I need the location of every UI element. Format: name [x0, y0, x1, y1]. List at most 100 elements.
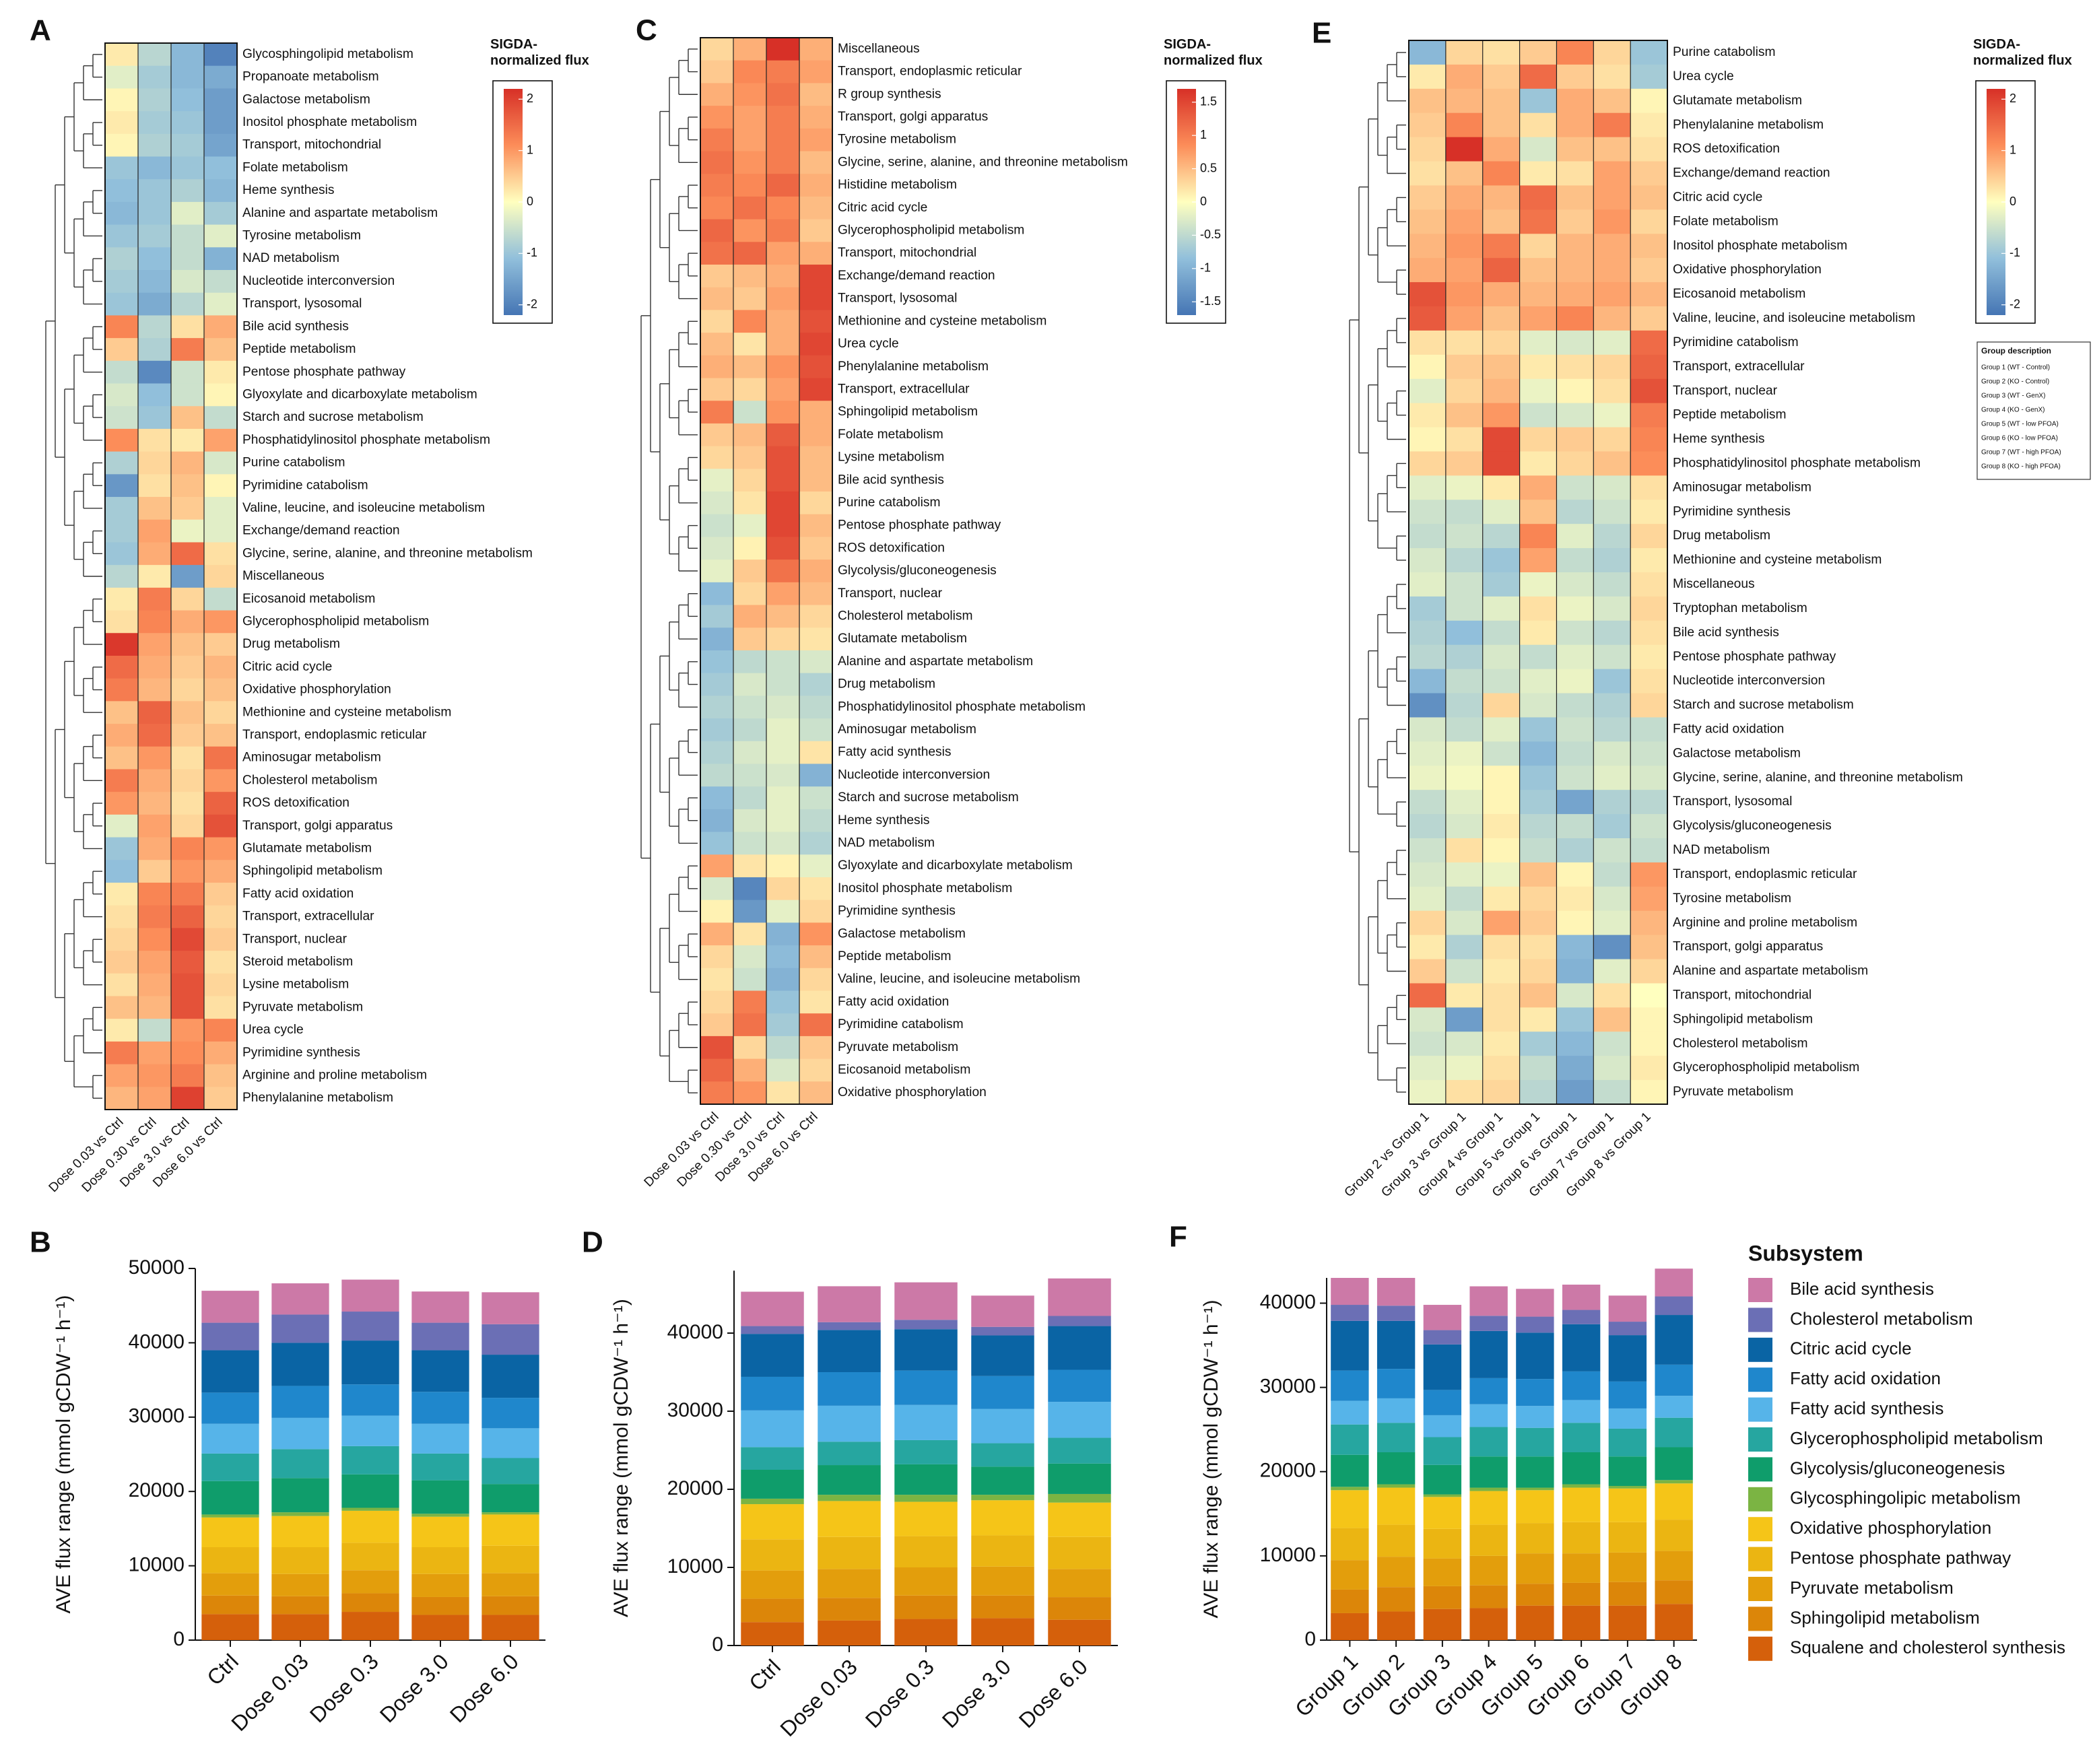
- heat-cell: [1409, 64, 1447, 90]
- bar-segment: [1469, 1491, 1508, 1525]
- heat-cell: [204, 860, 238, 883]
- bar-segment: [1376, 1423, 1416, 1452]
- heat-cell: [171, 43, 205, 67]
- row-label: Oxidative phosphorylation: [242, 683, 391, 697]
- heat-cell: [1556, 524, 1594, 549]
- row-label: Aminosugar metabolism: [1673, 480, 1812, 494]
- heat-cell: [171, 814, 205, 838]
- bar-segment: [818, 1536, 881, 1569]
- heat-cell: [799, 854, 833, 878]
- heat-cell: [1556, 766, 1594, 790]
- bar-segment: [1048, 1597, 1111, 1620]
- heat-cell: [171, 951, 205, 974]
- heat-cell: [1445, 1080, 1484, 1105]
- heat-cell: [1556, 354, 1594, 380]
- bar-segment: [741, 1570, 804, 1599]
- heat-cell: [766, 514, 800, 538]
- heat-cell: [1445, 669, 1484, 694]
- heat-cell: [204, 383, 238, 407]
- heat-cell: [204, 111, 238, 135]
- bar-segment: [1655, 1483, 1693, 1520]
- heat-cell: [204, 542, 238, 566]
- row-label: Tyrosine metabolism: [838, 133, 956, 147]
- heat-cell: [138, 996, 172, 1019]
- bar-segment: [894, 1501, 958, 1536]
- bar-segment: [481, 1355, 539, 1398]
- bar-segment: [971, 1566, 1034, 1596]
- heat-cell: [105, 1041, 139, 1065]
- heat-cell: [1519, 548, 1558, 573]
- heat-cell: [733, 605, 767, 628]
- heat-cell: [733, 378, 767, 401]
- row-label: Alanine and aspartate metabolism: [242, 206, 438, 220]
- bar-segment: [894, 1320, 958, 1330]
- heat-cell: [1482, 693, 1521, 718]
- panel-label: E: [1312, 17, 1331, 50]
- heat-cell: [1409, 669, 1447, 694]
- heat-cell: [1445, 766, 1484, 790]
- heat-cell: [1409, 475, 1447, 500]
- heat-cell: [1519, 282, 1558, 307]
- bar-segment: [1562, 1553, 1601, 1583]
- heat-cell: [1409, 40, 1447, 65]
- heat-cell: [1593, 983, 1631, 1008]
- x-tick-label: Dose 3.0: [937, 1654, 1016, 1732]
- heat-cell: [799, 809, 833, 833]
- heat-cell: [733, 650, 767, 674]
- bar-segment: [1469, 1316, 1508, 1331]
- heat-cell: [204, 587, 238, 611]
- heat-cell: [1519, 234, 1558, 259]
- row-label: Miscellaneous: [1673, 577, 1755, 591]
- heat-cell: [1409, 306, 1447, 331]
- heat-cell: [204, 1064, 238, 1087]
- heat-cell: [138, 678, 172, 702]
- heat-cell: [700, 832, 734, 855]
- bar-segment: [1516, 1332, 1554, 1380]
- heat-cell: [204, 270, 238, 294]
- heat-cell: [700, 922, 734, 946]
- heat-cell: [1519, 790, 1558, 815]
- row-label: Alanine and aspartate metabolism: [1673, 964, 1868, 978]
- heat-cell: [733, 1013, 767, 1037]
- heat-cell: [204, 88, 238, 112]
- heat-cell: [105, 156, 139, 180]
- heat-cell: [138, 247, 172, 271]
- heat-cell: [171, 406, 205, 430]
- heat-cell: [1630, 717, 1668, 742]
- bar-segment: [971, 1618, 1034, 1646]
- heat-cell: [766, 582, 800, 606]
- heat-cell: [138, 360, 172, 384]
- heat-cell: [171, 1087, 205, 1110]
- heat-cell: [171, 270, 205, 294]
- heat-cell: [700, 1058, 734, 1082]
- heat-cell: [1556, 451, 1594, 476]
- bar-segment: [818, 1465, 881, 1495]
- bar-segment: [1562, 1324, 1601, 1371]
- heat-cell: [1556, 330, 1594, 355]
- heat-cell: [1519, 354, 1558, 380]
- heat-cell: [1409, 1056, 1447, 1081]
- legend-label: Fatty acid oxidation: [1790, 1368, 1941, 1388]
- heat-cell: [1556, 693, 1594, 718]
- bar-segment: [1048, 1536, 1111, 1569]
- heat-cell: [799, 333, 833, 356]
- bar-segment: [1516, 1523, 1554, 1554]
- heat-cell: [105, 88, 139, 112]
- heat-cell: [171, 928, 205, 951]
- heat-cell: [105, 292, 139, 316]
- heat-cell: [1409, 1080, 1447, 1105]
- x-tick-label: Dose 6.0: [445, 1649, 523, 1727]
- bar-segment: [341, 1312, 399, 1341]
- bar-segment: [341, 1510, 399, 1543]
- heat-cell: [733, 514, 767, 538]
- heat-cell: [1409, 88, 1447, 114]
- bar-segment: [1331, 1320, 1369, 1371]
- bar-segment: [1423, 1330, 1462, 1345]
- heat-cell: [1482, 475, 1521, 500]
- heat-cell: [204, 746, 238, 770]
- row-label: Folate metabolism: [838, 428, 943, 442]
- bar-segment: [1516, 1487, 1554, 1491]
- row-label: Glycine, serine, alanine, and threonine …: [242, 546, 533, 560]
- row-label: Transport, lysosomal: [838, 292, 957, 306]
- heat-cell: [1482, 185, 1521, 210]
